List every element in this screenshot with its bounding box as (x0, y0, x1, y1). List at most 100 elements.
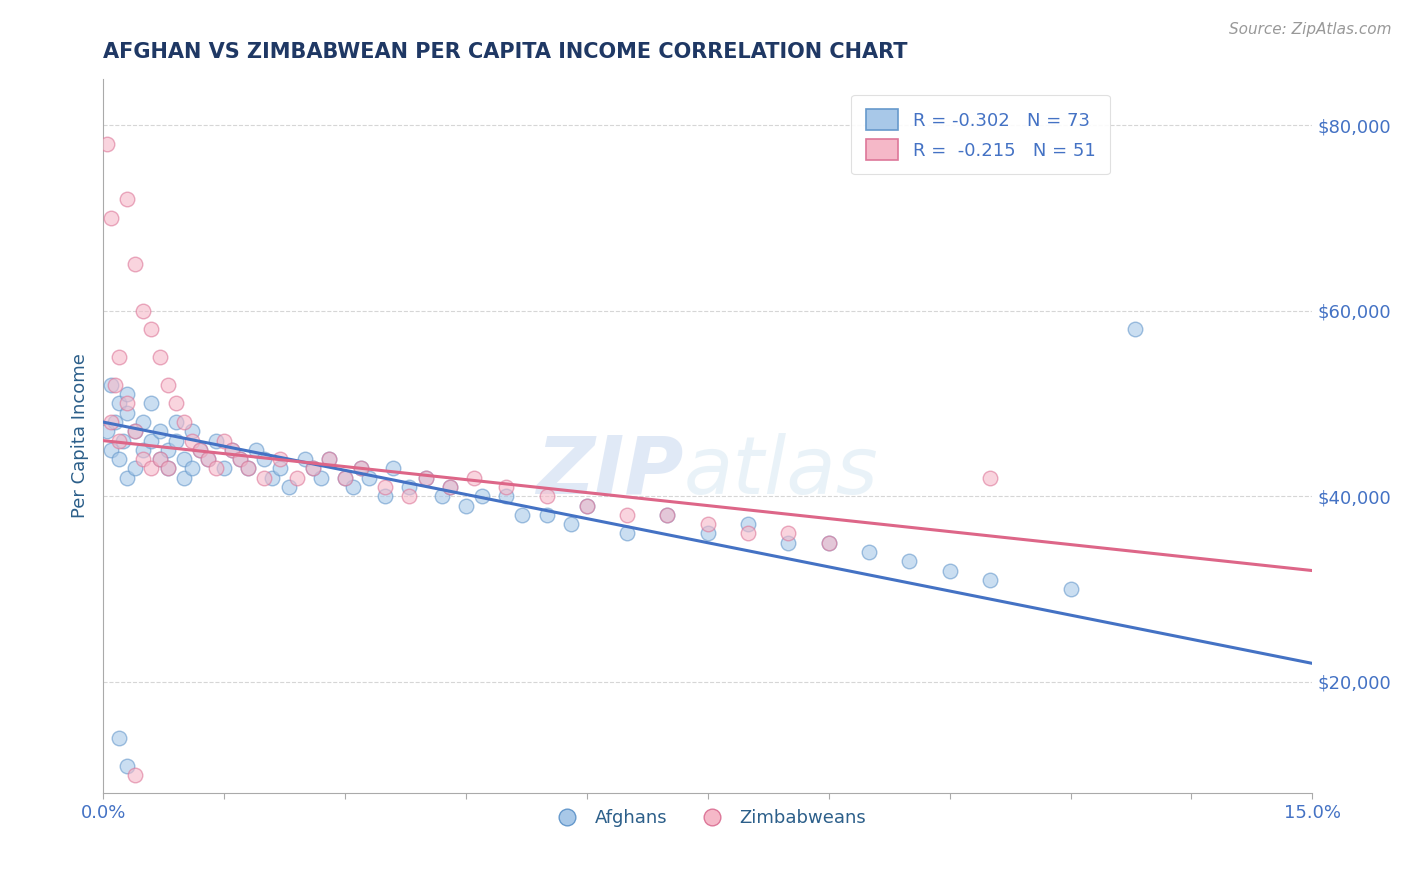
Point (229, 452, 252, 467)
Point (117, 758, 139, 772)
Point (398, 480, 420, 494)
Point (180, 425, 202, 439)
Point (938, 564, 960, 578)
Point (100, 211, 122, 225)
Point (616, 508, 638, 522)
Point (737, 517, 759, 532)
Point (173, 452, 195, 467)
Point (100, 442, 122, 457)
Text: AFGHAN VS ZIMBABWEAN PER CAPITA INCOME CORRELATION CHART: AFGHAN VS ZIMBABWEAN PER CAPITA INCOME C… (103, 42, 908, 62)
Point (342, 480, 364, 494)
Point (188, 442, 211, 457)
Point (575, 499, 598, 513)
Point (197, 452, 219, 467)
Point (112, 434, 135, 448)
Text: Source: ZipAtlas.com: Source: ZipAtlas.com (1229, 22, 1392, 37)
Point (180, 434, 202, 448)
Point (359, 471, 381, 485)
Point (277, 480, 299, 494)
Point (141, 322, 163, 336)
Point (117, 192, 139, 206)
Point (141, 396, 163, 410)
Point (238, 461, 260, 475)
Point (180, 461, 202, 475)
Point (898, 554, 921, 568)
Point (333, 471, 356, 485)
Point (495, 489, 517, 503)
Point (463, 471, 485, 485)
Point (165, 434, 187, 448)
Point (382, 461, 405, 475)
Point (415, 471, 437, 485)
Point (817, 535, 839, 549)
Point (205, 434, 228, 448)
Point (124, 768, 146, 782)
Point (238, 461, 260, 475)
Point (657, 508, 679, 522)
Point (117, 387, 139, 401)
Point (269, 452, 291, 467)
Point (100, 415, 122, 429)
Point (212, 461, 235, 475)
Point (333, 471, 356, 485)
Point (132, 452, 155, 467)
Point (124, 425, 146, 439)
Point (262, 471, 284, 485)
Point (108, 350, 131, 364)
Point (188, 442, 211, 457)
Point (108, 434, 131, 448)
Point (156, 378, 179, 392)
Point (221, 442, 243, 457)
Point (301, 461, 323, 475)
Point (737, 526, 759, 541)
Point (415, 471, 437, 485)
Point (318, 452, 340, 467)
Point (96, 425, 118, 439)
Point (512, 508, 534, 522)
Point (439, 480, 461, 494)
Point (294, 452, 316, 467)
Point (124, 461, 146, 475)
Point (156, 442, 179, 457)
Point (108, 731, 131, 745)
Point (301, 461, 323, 475)
Point (117, 471, 139, 485)
Point (858, 545, 880, 559)
Point (132, 415, 155, 429)
Point (309, 471, 332, 485)
Point (141, 434, 163, 448)
Point (778, 526, 800, 541)
Point (616, 526, 638, 541)
Point (454, 499, 477, 513)
Point (696, 517, 718, 532)
Point (575, 499, 598, 513)
Point (318, 452, 340, 467)
Point (148, 452, 170, 467)
Point (104, 415, 127, 429)
Point (148, 350, 170, 364)
Point (100, 378, 122, 392)
Point (108, 396, 131, 410)
Point (269, 461, 291, 475)
Point (197, 452, 219, 467)
Point (374, 489, 396, 503)
Legend: Afghans, Zimbabweans: Afghans, Zimbabweans (543, 802, 873, 834)
Point (778, 535, 800, 549)
Point (221, 442, 243, 457)
Point (132, 442, 155, 457)
Point (398, 489, 420, 503)
Point (117, 396, 139, 410)
Text: ZIP: ZIP (536, 433, 683, 511)
Point (285, 471, 308, 485)
Point (245, 442, 267, 457)
Point (979, 573, 1001, 587)
Point (696, 526, 718, 541)
Point (471, 489, 494, 503)
Point (817, 535, 839, 549)
Point (124, 257, 146, 271)
Point (96, 136, 118, 151)
Point (117, 406, 139, 420)
Point (536, 489, 558, 503)
Point (439, 480, 461, 494)
Point (229, 452, 252, 467)
